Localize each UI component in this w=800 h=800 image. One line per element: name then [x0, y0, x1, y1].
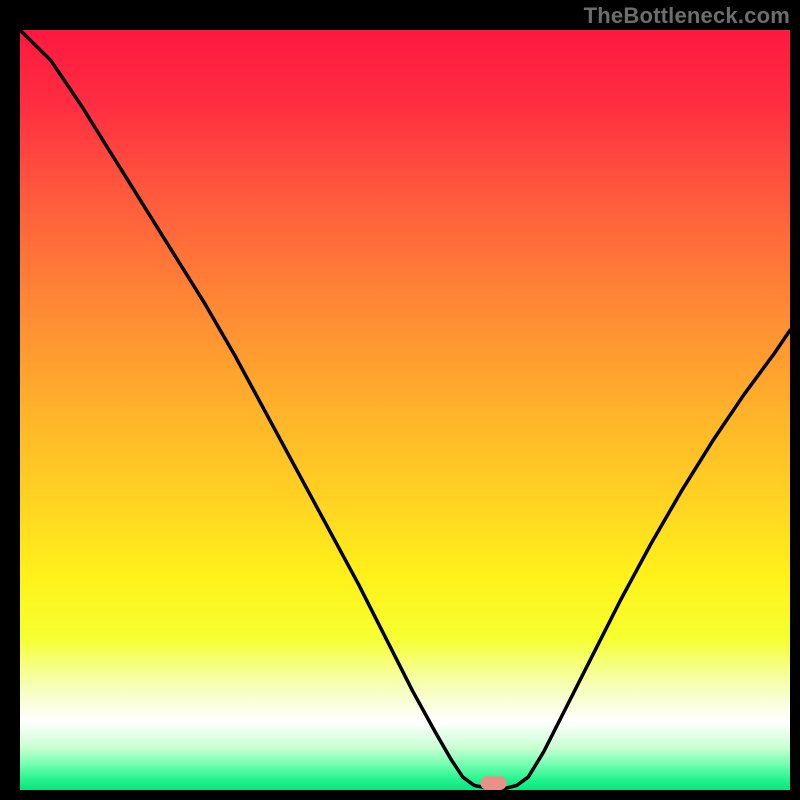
optimal-marker — [480, 776, 506, 790]
bottleneck-curve-plot — [20, 30, 790, 790]
watermark-text: TheBottleneck.com — [584, 3, 790, 29]
chart-frame: TheBottleneck.com — [0, 0, 800, 800]
